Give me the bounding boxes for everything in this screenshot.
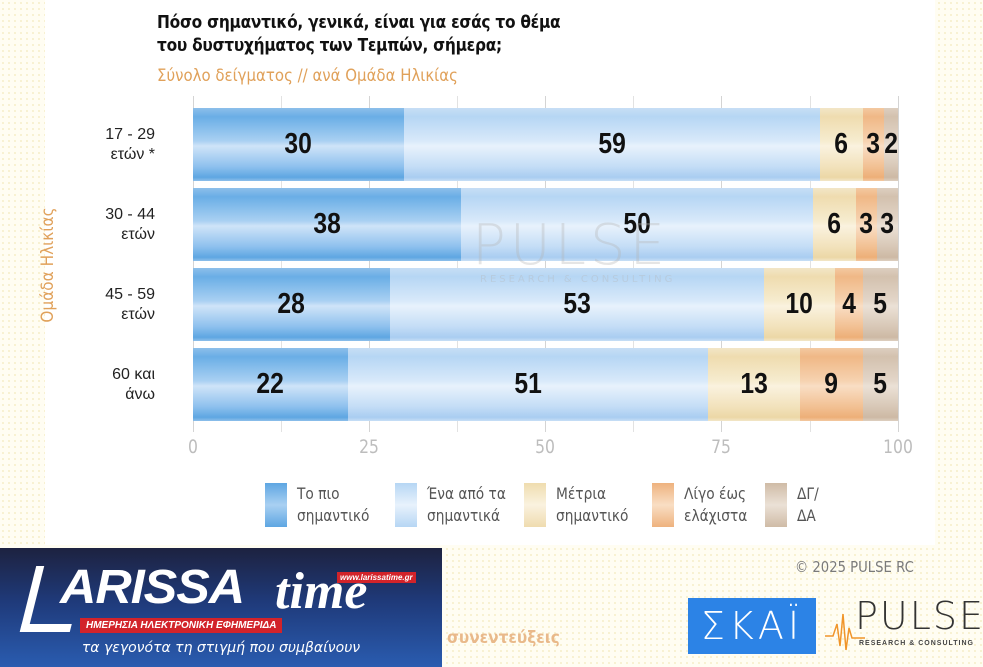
- pulse-logo: PULSE RESEARCH & CONSULTING: [825, 594, 983, 654]
- bar-row-60-plus: 22 51 13 9 5: [193, 348, 898, 421]
- bar-segment-moderately: 6: [820, 108, 863, 181]
- bar-segment-most-important: 38: [193, 188, 461, 261]
- y-label-line: άνω: [125, 386, 155, 403]
- x-tick: 50: [535, 436, 555, 458]
- title-line-2: του δυστυχήματος των Τεμπών, σήμερα;: [157, 36, 502, 56]
- y-label-line: 60 και: [112, 366, 155, 383]
- x-tick: 75: [711, 436, 731, 458]
- pulse-logo-text: PULSE: [855, 594, 983, 638]
- bar-row-30-44: 38 50 6 3 3: [193, 188, 898, 261]
- bar-segment-one-of-important: 53: [390, 268, 764, 341]
- y-label-30-44: 30 - 44 ετών: [85, 205, 155, 245]
- legend-swatch: [765, 483, 787, 527]
- gridline: [898, 96, 899, 432]
- brand-name: ARISSA: [60, 561, 245, 614]
- bar-segment-little: 4: [835, 268, 863, 341]
- bar-segment-one-of-important: 59: [404, 108, 820, 181]
- larissatime-banner[interactable]: ARISSA time www.larissatime.gr ΗΜΕΡΗΣΙΑ …: [0, 548, 442, 667]
- gridline: [721, 96, 722, 432]
- legend-swatch: [395, 483, 417, 527]
- pulse-wave-icon: [825, 613, 865, 651]
- chart-title: Πόσο σημαντικό, γενικά, είναι για εσάς τ…: [157, 12, 685, 58]
- gridline: [633, 96, 634, 432]
- y-label-line: ετών: [121, 226, 155, 243]
- banner-tagline: ΗΜΕΡΗΣΙΑ ΗΛΕΚΤΡΟΝΙΚΗ ΕΦΗΜΕΡΙΔΑ: [80, 618, 283, 633]
- legend-label: Λίγο έως ελάχιστα: [684, 484, 748, 525]
- bar-segment-most-important: 22: [193, 348, 348, 421]
- y-label-45-59: 45 - 59 ετών: [85, 285, 155, 325]
- y-label-17-29: 17 - 29 ετών *: [85, 125, 155, 165]
- bar-segment-dk-na: 3: [877, 188, 898, 261]
- banner-slogan: τα γεγονότα τη στιγμή που συμβαίνουν: [81, 640, 361, 656]
- bar-segment-little: 9: [800, 348, 863, 421]
- bar-segment-most-important: 28: [193, 268, 390, 341]
- footnote-fragment: συνεντεύξεις: [447, 628, 560, 648]
- bar-segment-most-important: 30: [193, 108, 404, 181]
- title-line-1: Πόσο σημαντικό, γενικά, είναι για εσάς τ…: [157, 13, 561, 33]
- y-label-line: 45 - 59: [105, 286, 155, 303]
- bar-segment-dk-na: 2: [884, 108, 898, 181]
- pulse-logo-subtext: RESEARCH & CONSULTING: [859, 640, 974, 647]
- y-axis-title: Ομάδα Ηλικίας: [38, 207, 58, 323]
- legend-label: Το πιο σημαντικό: [297, 484, 370, 525]
- gridline: [457, 96, 458, 432]
- x-tick: 0: [188, 436, 198, 458]
- legend-label: ΔΓ/ΔΑ: [797, 484, 819, 525]
- gridline: [545, 96, 546, 432]
- legend-label: Ένα από τα σημαντικά: [427, 484, 506, 525]
- legend-swatch: [652, 483, 674, 527]
- bar-segment-little: 3: [856, 188, 877, 261]
- legend-swatch: [524, 483, 546, 527]
- bar-row-45-59: 28 53 10 4 5: [193, 268, 898, 341]
- gridline: [810, 96, 811, 432]
- y-label-line: 30 - 44: [105, 206, 155, 223]
- brand-suffix: time: [275, 563, 368, 620]
- bar-segment-moderately: 6: [813, 188, 856, 261]
- skai-logo: ΣΚΑΪ: [688, 598, 816, 654]
- gridline: [369, 96, 370, 432]
- bar-segment-dk-na: 5: [863, 268, 898, 341]
- y-label-line: ετών *: [110, 146, 155, 163]
- legend-swatch: [265, 483, 287, 527]
- x-tick: 25: [359, 436, 379, 458]
- bar-segment-one-of-important: 50: [461, 188, 813, 261]
- bar-segment-moderately: 13: [708, 348, 800, 421]
- y-label-60-plus: 60 και άνω: [85, 365, 155, 405]
- y-label-line: ετών: [121, 306, 155, 323]
- bar-row-17-29: 30 59 6 3 2: [193, 108, 898, 181]
- chart-subtitle: Σύνολο δείγματος // ανά Ομάδα Ηλικίας: [157, 66, 458, 86]
- bar-segment-moderately: 10: [764, 268, 835, 341]
- legend-label: Μέτρια σημαντικό: [556, 484, 629, 525]
- copyright: © 2025 PULSE RC: [795, 558, 914, 576]
- x-tick: 100: [883, 436, 913, 458]
- gridline: [193, 96, 194, 432]
- gridline: [281, 96, 282, 432]
- y-label-line: 17 - 29: [105, 126, 155, 143]
- banner-url: www.larissatime.gr: [337, 572, 416, 583]
- bar-segment-dk-na: 5: [863, 348, 898, 421]
- bar-segment-little: 3: [863, 108, 884, 181]
- bar-segment-one-of-important: 51: [348, 348, 708, 421]
